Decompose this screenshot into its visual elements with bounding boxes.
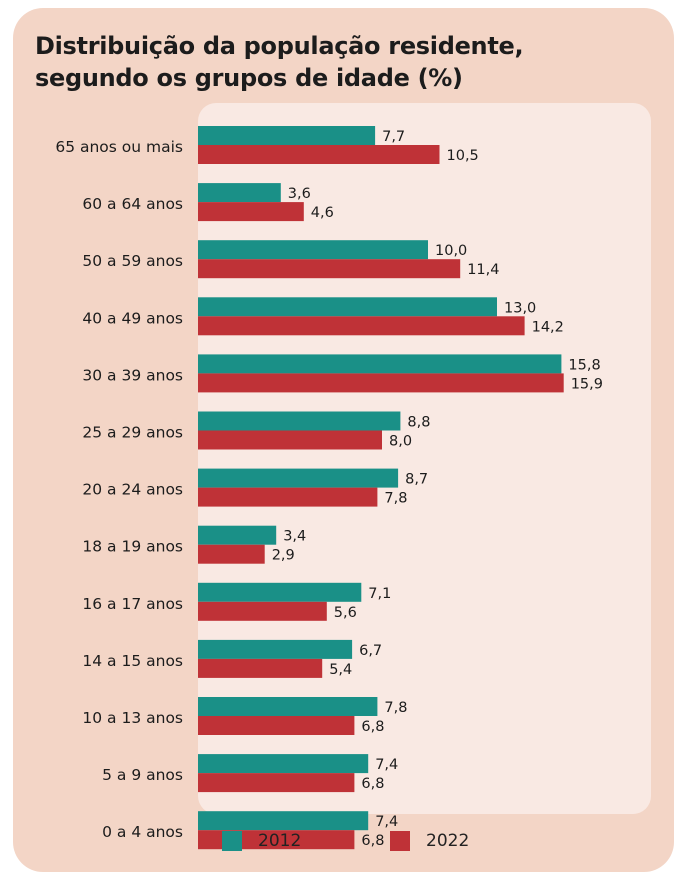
data-label-2012-5-a-9-anos: 7,4	[375, 757, 398, 773]
bar-2012-18-a-19-anos	[198, 525, 277, 545]
category-label-60-a-64-anos: 60 a 64 anos	[82, 195, 183, 213]
data-label-2022-10-a-13-anos: 6,8	[361, 719, 384, 735]
bar-2012-5-a-9-anos	[198, 754, 369, 774]
bar-2012-60-a-64-anos	[198, 183, 281, 203]
bar-2022-50-a-59-anos	[198, 259, 461, 279]
bar-2012-40-a-49-anos	[198, 297, 497, 317]
bar-2022-16-a-17-anos	[198, 601, 327, 621]
data-label-2022-18-a-19-anos: 2,9	[272, 548, 295, 564]
legend-label-2022: 2022	[426, 831, 470, 851]
legend-item-2012: 2012	[222, 829, 301, 853]
category-label-65-anos-ou-mais: 65 anos ou mais	[55, 138, 183, 156]
category-label-18-a-19-anos: 18 a 19 anos	[82, 538, 183, 556]
data-label-2022-40-a-49-anos: 14,2	[532, 319, 564, 335]
data-label-2022-60-a-64-anos: 4,6	[311, 205, 334, 221]
data-label-2012-10-a-13-anos: 7,8	[384, 700, 407, 716]
data-label-2012-30-a-39-anos: 15,8	[568, 357, 600, 373]
data-label-2012-14-a-15-anos: 6,7	[359, 643, 382, 659]
category-label-0-a-4-anos: 0 a 4 anos	[102, 823, 183, 841]
data-label-2012-16-a-17-anos: 7,1	[368, 586, 391, 602]
bar-2012-25-a-29-anos	[198, 411, 401, 431]
data-label-2022-20-a-24-anos: 7,8	[384, 491, 407, 507]
category-label-16-a-17-anos: 16 a 17 anos	[82, 595, 183, 613]
category-label-14-a-15-anos: 14 a 15 anos	[82, 652, 183, 670]
data-label-2012-60-a-64-anos: 3,6	[288, 186, 311, 202]
legend-item-2022: 2022	[390, 829, 469, 853]
bar-2022-10-a-13-anos	[198, 716, 355, 735]
bar-2022-20-a-24-anos	[198, 487, 378, 507]
data-label-2022-14-a-15-anos: 5,4	[329, 662, 352, 678]
data-label-2012-40-a-49-anos: 13,0	[504, 300, 536, 316]
data-label-2022-50-a-59-anos: 11,4	[467, 262, 499, 278]
data-label-2022-5-a-9-anos: 6,8	[361, 776, 384, 792]
bar-2022-30-a-39-anos	[198, 373, 564, 393]
data-label-2012-65-anos-ou-mais: 7,7	[382, 129, 405, 145]
data-label-2022-65-anos-ou-mais: 10,5	[447, 148, 479, 164]
category-label-5-a-9-anos: 5 a 9 anos	[102, 766, 183, 784]
bar-2022-65-anos-ou-mais	[198, 145, 440, 164]
bar-2022-18-a-19-anos	[198, 544, 265, 564]
data-label-2012-50-a-59-anos: 10,0	[435, 243, 467, 259]
bar-2012-50-a-59-anos	[198, 240, 428, 260]
bar-2012-30-a-39-anos	[198, 354, 562, 374]
category-label-10-a-13-anos: 10 a 13 anos	[82, 709, 183, 727]
bar-2022-60-a-64-anos	[198, 202, 304, 222]
data-label-2012-0-a-4-anos: 7,4	[375, 814, 398, 830]
legend-label-2012: 2012	[258, 831, 302, 851]
category-label-50-a-59-anos: 50 a 59 anos	[82, 252, 183, 270]
data-label-2022-30-a-39-anos: 15,9	[571, 376, 603, 392]
bar-2012-65-anos-ou-mais	[198, 126, 376, 145]
legend-swatch-2022	[390, 831, 410, 851]
category-label-40-a-49-anos: 40 a 49 anos	[82, 309, 183, 327]
bar-2022-5-a-9-anos	[198, 773, 355, 793]
bar-2012-14-a-15-anos	[198, 639, 353, 659]
legend-swatch-2012	[222, 831, 242, 851]
bar-2022-25-a-29-anos	[198, 430, 382, 450]
chart-title: Distribuição da população residente, seg…	[35, 32, 524, 92]
bar-2012-0-a-4-anos	[198, 811, 369, 831]
bar-2012-16-a-17-anos	[198, 582, 362, 602]
legend: 2012 2022	[0, 829, 688, 853]
data-label-2012-18-a-19-anos: 3,4	[283, 529, 306, 545]
data-label-2022-16-a-17-anos: 5,6	[334, 605, 357, 621]
category-label-25-a-29-anos: 25 a 29 anos	[82, 424, 183, 442]
bar-2022-40-a-49-anos	[198, 316, 525, 336]
data-label-2022-25-a-29-anos: 8,0	[389, 434, 412, 450]
data-label-2012-25-a-29-anos: 8,8	[407, 415, 430, 431]
plot-area	[198, 103, 651, 814]
data-label-2012-20-a-24-anos: 8,7	[405, 472, 428, 488]
data-label-2022-0-a-4-anos: 6,8	[361, 833, 384, 849]
bar-2012-10-a-13-anos	[198, 697, 378, 716]
bar-2012-20-a-24-anos	[198, 468, 399, 488]
category-label-30-a-39-anos: 30 a 39 anos	[82, 366, 183, 384]
category-label-20-a-24-anos: 20 a 24 anos	[82, 481, 183, 499]
bar-2022-14-a-15-anos	[198, 658, 323, 678]
